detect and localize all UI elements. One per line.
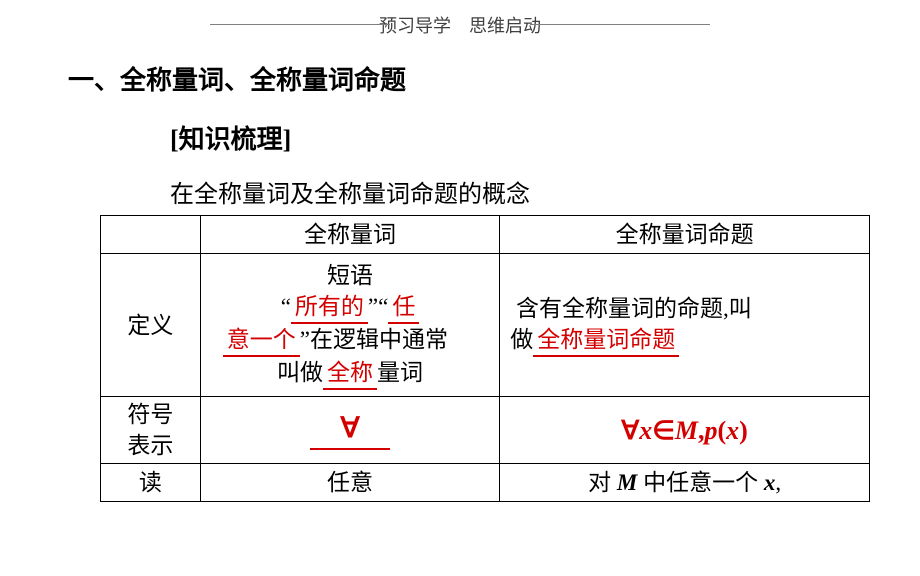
header-rule-left — [210, 24, 390, 25]
def-c3-blank: 全称量词命题 — [537, 327, 675, 352]
read-M: M — [617, 470, 637, 495]
def-c3: 含有全称量词的命题,叫 做全称量词命题 — [500, 254, 870, 397]
read-x: x — [764, 470, 776, 495]
header-empty — [101, 216, 201, 254]
concept-table: 全称量词 全称量词命题 定义 短语 “所有的”“任 意一个”在逻辑中通常 叫做全… — [100, 215, 870, 502]
def-c2-line4: 叫做全称量词 — [213, 357, 487, 390]
def-c2-line1: 短语 — [213, 260, 487, 291]
concept-table-wrap: 全称量词 全称量词命题 定义 短语 “所有的”“任 意一个”在逻辑中通常 叫做全… — [100, 215, 870, 502]
def-tail2: ”在逻辑中通常 — [300, 327, 448, 352]
read-c3-a: 对 — [588, 470, 617, 495]
section-subtitle: [知识梳理] — [170, 119, 920, 156]
def-l4b: 量词 — [377, 360, 423, 385]
def-c3-line2: 做全称量词命题 — [510, 324, 859, 357]
def-c3-b: 做 — [510, 327, 533, 352]
sym-c3: ∀x∈M,p(x) — [500, 397, 870, 464]
forall-symbol: ∀ — [340, 413, 359, 444]
def-label: 定义 — [101, 254, 201, 397]
sym-label: 符号 表示 — [101, 397, 201, 464]
def-quote-mid: ”“ — [368, 294, 388, 319]
definition-row: 定义 短语 “所有的”“任 意一个”在逻辑中通常 叫做全称量词 含有全称量词的命… — [101, 254, 870, 397]
header-text-left: 预习导学 — [379, 16, 451, 36]
sym-label-1: 符号 — [101, 399, 200, 430]
def-c2-line2: “所有的”“任 — [213, 291, 487, 324]
header-col3: 全称量词命题 — [500, 216, 870, 254]
symbol-row: 符号 表示 ∀ ∀x∈M,p(x) — [101, 397, 870, 464]
sym-label-2: 表示 — [101, 430, 200, 461]
sym-c2: ∀ — [200, 397, 499, 464]
def-c2: 短语 “所有的”“任 意一个”在逻辑中通常 叫做全称量词 — [200, 254, 499, 397]
read-label: 读 — [101, 464, 201, 502]
header-rule-right — [530, 24, 710, 25]
section-title: 一、全称量词、全称量词命题 — [68, 60, 920, 97]
read-c3-c: , — [775, 470, 781, 495]
read-c3-b: 中任意一个 — [637, 470, 764, 495]
read-c2: 任意 — [200, 464, 499, 502]
def-quote-open: “ — [281, 294, 291, 319]
intro-text: 在全称量词及全称量词命题的概念 — [170, 174, 920, 209]
forall-expression: ∀x∈M,p(x) — [621, 416, 747, 445]
read-c3: 对 M 中任意一个 x, — [500, 464, 870, 502]
def-blank-quancheng: 全称 — [327, 360, 373, 385]
def-c3-line1: 含有全称量词的命题,叫 — [510, 293, 859, 324]
read-row: 读 任意 对 M 中任意一个 x, — [101, 464, 870, 502]
def-l4a: 叫做 — [277, 360, 323, 385]
page-header: 预习导学 思维启动 — [0, 0, 920, 38]
def-blank-suoyou: 所有的 — [295, 294, 364, 319]
table-header-row: 全称量词 全称量词命题 — [101, 216, 870, 254]
def-blank-ren: 任 — [392, 294, 415, 319]
def-blank-yiyige: 意一个 — [227, 327, 296, 352]
def-c2-line3: 意一个”在逻辑中通常 — [213, 324, 487, 357]
header-text-right: 思维启动 — [469, 16, 541, 36]
header-col2: 全称量词 — [200, 216, 499, 254]
